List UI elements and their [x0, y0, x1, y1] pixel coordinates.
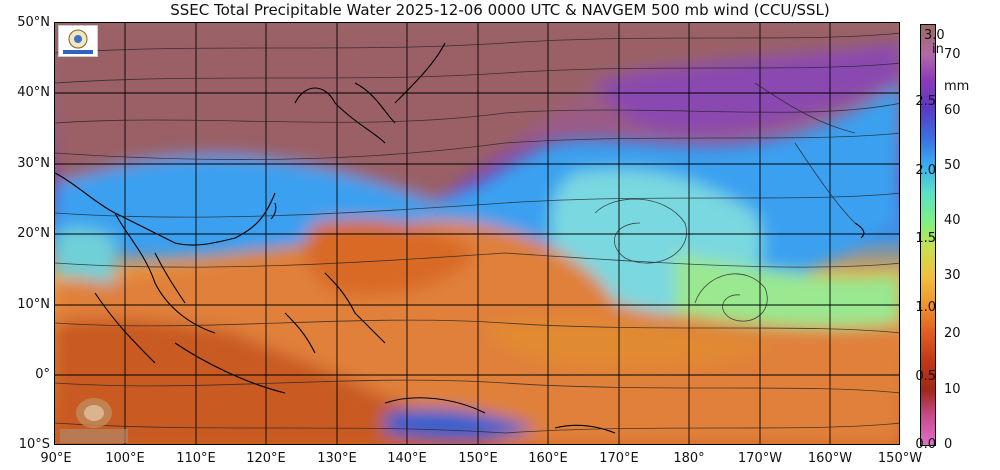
lon-label-160e: 160°E — [528, 451, 568, 466]
lat-label-30n: 30°N — [17, 156, 50, 171]
colorbar-tick-in-2-0: 2.0 — [915, 163, 936, 178]
lat-label-10n: 10°N — [17, 297, 50, 312]
lon-label-100e: 100°E — [105, 451, 145, 466]
colorbar-tick-mm-60: 60 — [944, 103, 961, 118]
colorbar-tick-in-1-0: 1.0 — [915, 300, 936, 315]
colorbar-unit-mm: mm — [944, 79, 970, 94]
lon-label-160w: 160°W — [807, 451, 853, 466]
colorbar-tick-in-0-0: 0.0 — [915, 437, 936, 452]
colorbar-tick-mm-50: 50 — [944, 158, 961, 173]
colorbar-tick-mm-20: 20 — [944, 326, 961, 341]
lon-label-170e: 170°E — [599, 451, 639, 466]
colorbar-tick-in-2-5: 2.5 — [915, 94, 936, 109]
lon-label-150e: 150°E — [458, 451, 498, 466]
lon-label-90e: 90°E — [40, 451, 72, 466]
wind-streamlines — [55, 32, 899, 434]
lon-label-140e: 140°E — [387, 451, 427, 466]
lon-label-170w: 170°W — [737, 451, 783, 466]
lon-label-150w: 150°W — [877, 451, 923, 466]
colorbar-tick-in-0-5: 0.5 — [915, 369, 936, 384]
colorbar-tick-in-3-0: 3.0 — [924, 28, 945, 43]
lat-label-equator: 0° — [35, 367, 50, 382]
cimss-logo — [56, 395, 132, 445]
lat-label-50n: 50°N — [17, 15, 50, 30]
tpw-map — [54, 22, 900, 445]
map-title: SSEC Total Precipitable Water 2025-12-06… — [170, 1, 830, 19]
lat-label-20n: 20°N — [17, 226, 50, 241]
colorbar-tick-mm-10: 10 — [944, 382, 961, 397]
colorbar-tick-mm-70: 70 — [944, 47, 961, 62]
colorbar-tick-mm-30: 30 — [944, 268, 961, 283]
colorbar-tick-mm-0: 0 — [944, 437, 953, 452]
colorbar-tick-mm-40: 40 — [944, 213, 961, 228]
lon-label-130e: 130°E — [317, 451, 357, 466]
ssec-logo — [58, 25, 98, 57]
lat-label-10s: 10°S — [18, 437, 50, 452]
colorbar — [920, 24, 936, 446]
lat-lon-grid — [55, 23, 899, 444]
lon-label-180: 180° — [673, 451, 705, 466]
colorbar-tick-in-1-5: 1.5 — [915, 231, 936, 246]
lon-label-110e: 110°E — [176, 451, 216, 466]
lon-label-120e: 120°E — [246, 451, 286, 466]
colorbar-unit-in: in — [932, 42, 944, 57]
lat-label-40n: 40°N — [17, 85, 50, 100]
